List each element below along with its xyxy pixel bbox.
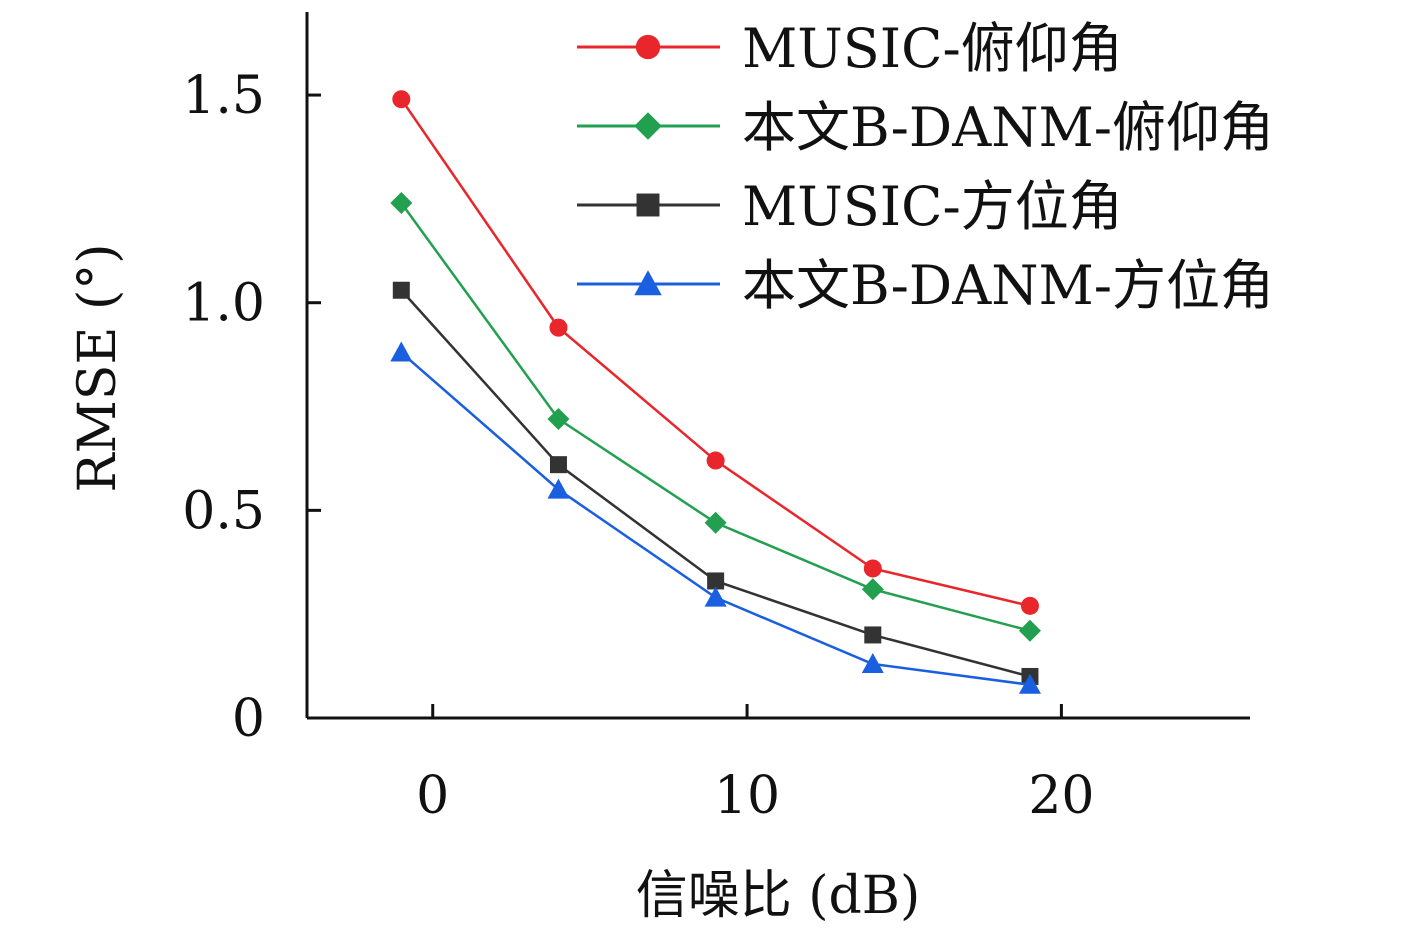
- legend-marker-shape: [634, 112, 662, 140]
- legend-marker: [634, 270, 662, 296]
- x-tick-label: 10: [714, 766, 780, 826]
- data-point: [863, 559, 882, 578]
- data-point: [549, 318, 568, 337]
- plot-series: [390, 90, 1041, 694]
- data-point: [861, 653, 884, 674]
- series-4: [390, 341, 1041, 694]
- data-point: [1018, 673, 1041, 694]
- series-line: [400, 289, 1031, 678]
- data-point: [707, 572, 725, 590]
- y-tick-label: 1.5: [182, 66, 265, 126]
- legend-marker: [636, 193, 660, 217]
- x-tick-label: 20: [1028, 766, 1094, 826]
- data-point: [549, 456, 567, 474]
- y-tick-label: 0.5: [182, 481, 265, 541]
- legend-label: 本文B-DANM-俯仰角: [742, 96, 1274, 159]
- data-point: [861, 578, 884, 601]
- legend-label: MUSIC-方位角: [742, 175, 1123, 238]
- legend-label: MUSIC-俯仰角: [742, 17, 1123, 80]
- y-tick-label: 0: [232, 689, 265, 749]
- data-point: [704, 511, 727, 534]
- legend-label: 本文B-DANM-方位角: [742, 254, 1274, 317]
- legend-entry: 本文B-DANM-方位角: [577, 254, 1274, 317]
- legend-marker-shape: [635, 34, 661, 60]
- y-axis-title: RMSE (°): [68, 243, 128, 492]
- legend-marker: [634, 112, 662, 140]
- data-point: [392, 90, 411, 109]
- axes: 0 0.5 1.0 1.5 0 10 20: [182, 12, 1250, 826]
- data-point: [704, 586, 727, 607]
- x-tick-label: 0: [416, 766, 449, 826]
- x-axis-title: 信噪比 (dB): [636, 866, 921, 926]
- data-point: [864, 626, 882, 644]
- series-2: [390, 192, 1041, 642]
- legend-entry: 本文B-DANM-俯仰角: [577, 96, 1274, 159]
- data-point: [392, 281, 410, 299]
- legend-marker-shape: [636, 193, 660, 217]
- legend-marker: [635, 34, 661, 60]
- data-point: [547, 478, 570, 499]
- series-1: [392, 90, 1039, 615]
- legend-marker-shape: [634, 270, 662, 296]
- data-point: [1020, 596, 1039, 615]
- data-point: [390, 341, 413, 362]
- y-tick-label: 1.0: [182, 274, 265, 334]
- legend-entry: MUSIC-俯仰角: [577, 17, 1123, 80]
- legend-entry: MUSIC-方位角: [577, 175, 1123, 238]
- data-point: [1018, 619, 1041, 642]
- data-point: [547, 407, 570, 430]
- data-point: [706, 451, 725, 470]
- series-3: [392, 281, 1039, 685]
- data-point: [390, 192, 413, 215]
